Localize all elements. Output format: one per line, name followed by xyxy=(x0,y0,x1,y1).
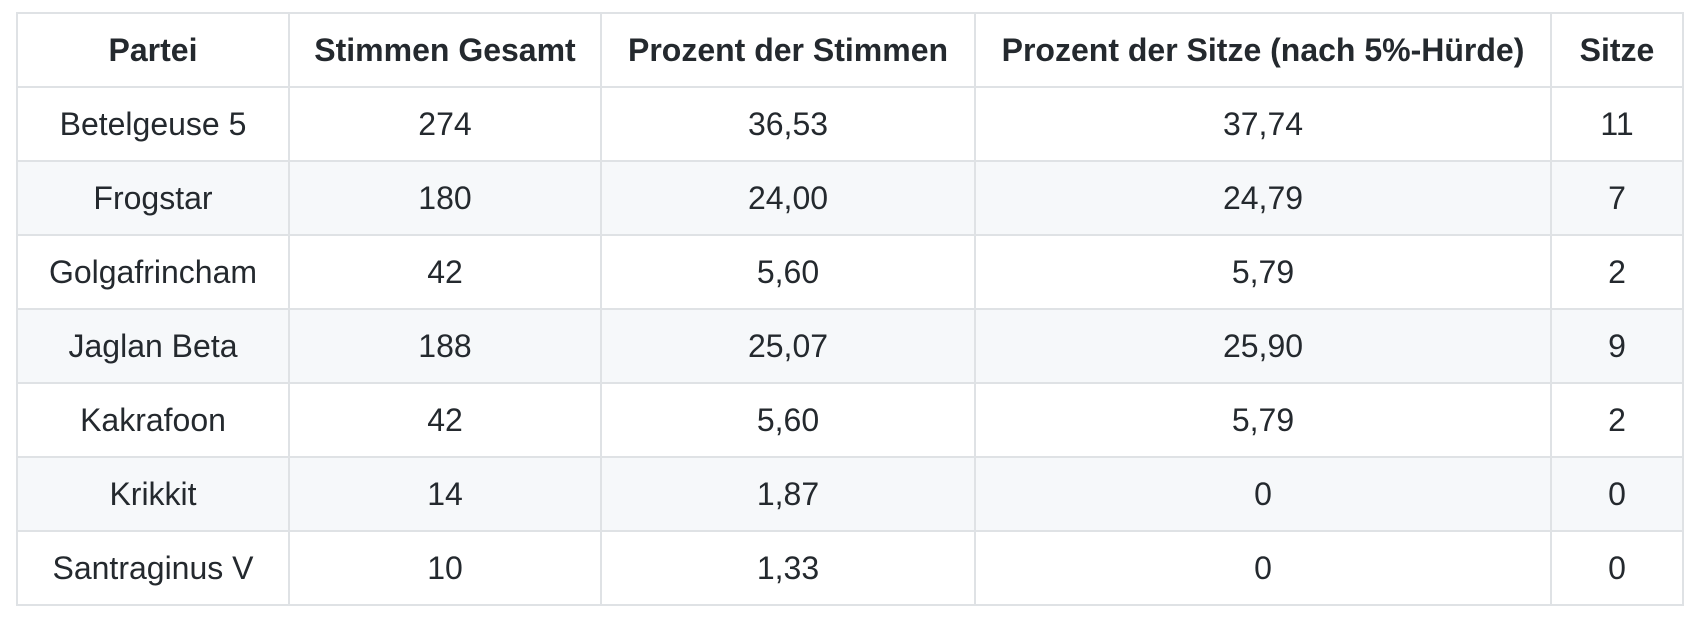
party-cell: Betelgeuse 5 xyxy=(16,86,290,162)
value-cell: 1,33 xyxy=(600,530,976,606)
value-cell: 0 xyxy=(1550,456,1684,532)
party-cell: Kakrafoon xyxy=(16,382,290,458)
value-cell: 36,53 xyxy=(600,86,976,162)
table-head: Partei Stimmen Gesamt Prozent der Stimmen P… xyxy=(16,12,1684,88)
value-cell: 274 xyxy=(288,86,602,162)
value-cell: 5,79 xyxy=(974,382,1552,458)
value-cell: 1,87 xyxy=(600,456,976,532)
value-cell: 37,74 xyxy=(974,86,1552,162)
value-cell: 10 xyxy=(288,530,602,606)
value-cell: 5,60 xyxy=(600,234,976,310)
table-row: Betelgeuse 5 274 36,53 37,74 11 xyxy=(16,86,1684,162)
value-cell: 25,07 xyxy=(600,308,976,384)
party-cell: Frogstar xyxy=(16,160,290,236)
value-cell: 24,00 xyxy=(600,160,976,236)
value-cell: 25,90 xyxy=(974,308,1552,384)
table-row: Jaglan Beta 188 25,07 25,90 9 xyxy=(16,308,1684,384)
value-cell: 42 xyxy=(288,382,602,458)
value-cell: 0 xyxy=(1550,530,1684,606)
party-cell: Golgafrincham xyxy=(16,234,290,310)
column-header-0: Partei xyxy=(16,12,290,88)
table-row: Santraginus V 10 1,33 0 0 xyxy=(16,530,1684,606)
column-header-3: Prozent der Sitze (nach 5%-Hürde) xyxy=(974,12,1552,88)
value-cell: 2 xyxy=(1550,234,1684,310)
results-table: Partei Stimmen Gesamt Prozent der Stimmen P… xyxy=(16,12,1684,606)
column-header-4: Sitze xyxy=(1550,12,1684,88)
value-cell: 42 xyxy=(288,234,602,310)
value-cell: 180 xyxy=(288,160,602,236)
table-row: Golgafrincham 42 5,60 5,79 2 xyxy=(16,234,1684,310)
table-row: Kakrafoon 42 5,60 5,79 2 xyxy=(16,382,1684,458)
table-row: Frogstar 180 24,00 24,79 7 xyxy=(16,160,1684,236)
value-cell: 14 xyxy=(288,456,602,532)
table-row: Krikkit 14 1,87 0 0 xyxy=(16,456,1684,532)
value-cell: 0 xyxy=(974,456,1552,532)
column-header-2: Prozent der Stimmen xyxy=(600,12,976,88)
value-cell: 7 xyxy=(1550,160,1684,236)
value-cell: 5,60 xyxy=(600,382,976,458)
value-cell: 11 xyxy=(1550,86,1684,162)
value-cell: 2 xyxy=(1550,382,1684,458)
value-cell: 24,79 xyxy=(974,160,1552,236)
header-row: Partei Stimmen Gesamt Prozent der Stimmen P… xyxy=(16,12,1684,88)
value-cell: 0 xyxy=(974,530,1552,606)
party-cell: Jaglan Beta xyxy=(16,308,290,384)
value-cell: 5,79 xyxy=(974,234,1552,310)
party-cell: Krikkit xyxy=(16,456,290,532)
column-header-1: Stimmen Gesamt xyxy=(288,12,602,88)
table-body: Betelgeuse 5 274 36,53 37,74 11 Frogstar 180 24… xyxy=(16,86,1684,606)
value-cell: 188 xyxy=(288,308,602,384)
party-cell: Santraginus V xyxy=(16,530,290,606)
value-cell: 9 xyxy=(1550,308,1684,384)
